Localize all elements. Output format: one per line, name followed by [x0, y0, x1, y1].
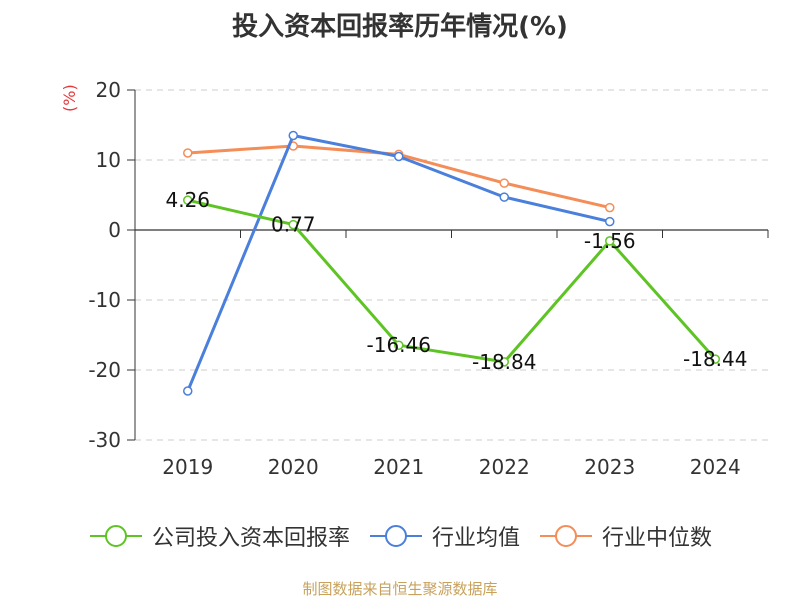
series-2-point-4 [605, 202, 615, 213]
series-0-point-4 [605, 236, 615, 246]
series-1-point-2 [394, 151, 404, 162]
data-label-2: -16.46 [367, 333, 431, 357]
data-label-5: -18.44 [683, 347, 747, 371]
series-line-0 [187, 198, 717, 364]
x-tick-label-4: 2023 [584, 455, 635, 479]
series-1-point-0 [183, 386, 193, 396]
y-tick-label-0: 20 [96, 78, 121, 102]
legend-label-company: 公司投入资本回报率 [151, 526, 350, 551]
series-0-point-2 [394, 340, 404, 350]
data-label-3: -18.84 [472, 350, 536, 374]
legend-item-company[interactable]: 公司投入资本回报率 [88, 520, 350, 552]
x-tick-label-2: 2021 [373, 455, 424, 479]
series-0-point-5 [710, 354, 720, 364]
series-0-point-0 [183, 195, 193, 205]
legend-marker-industry-median [540, 525, 592, 547]
y-tick-label-4: -20 [88, 358, 121, 382]
x-tick-label-1: 2020 [268, 455, 319, 479]
source-footer: 制图数据来自恒生聚源数据库 [302, 580, 498, 598]
chart-title: 投入资本回报率历年情况(%) [232, 12, 568, 42]
x-tick-label-3: 2022 [479, 455, 530, 479]
legend-marker-company [89, 525, 142, 547]
series-1-point-4 [605, 216, 615, 227]
data-label-4: -1.56 [584, 229, 636, 253]
legend: 公司投入资本回报率 行业均值 行业中位数 [0, 520, 800, 552]
y-tick-label-2: 0 [108, 218, 121, 242]
legend-label-industry-mean: 行业均值 [431, 526, 520, 551]
series-0-point-3 [499, 357, 509, 367]
x-tick-label-5: 2024 [690, 455, 741, 479]
series-0-point-1 [288, 219, 298, 230]
series-1-point-3 [499, 192, 509, 202]
legend-item-industry-median[interactable]: 行业中位数 [538, 520, 712, 552]
y-tick-label-1: 10 [96, 148, 121, 172]
data-label-0: 4.26 [165, 188, 210, 212]
legend-label-industry-median: 行业中位数 [602, 526, 713, 551]
legend-marker-industry-mean [369, 525, 422, 547]
series-2-point-0 [183, 148, 193, 158]
x-tick-label-0: 2019 [162, 455, 213, 479]
legend-item-industry-mean[interactable]: 行业均值 [368, 520, 520, 552]
y-tick-label-3: -10 [88, 288, 121, 312]
series-1-point-1 [288, 130, 298, 141]
y-tick-label-5: -30 [88, 428, 121, 452]
series-2-point-3 [499, 178, 509, 188]
data-label-1: 0.77 [271, 213, 316, 237]
